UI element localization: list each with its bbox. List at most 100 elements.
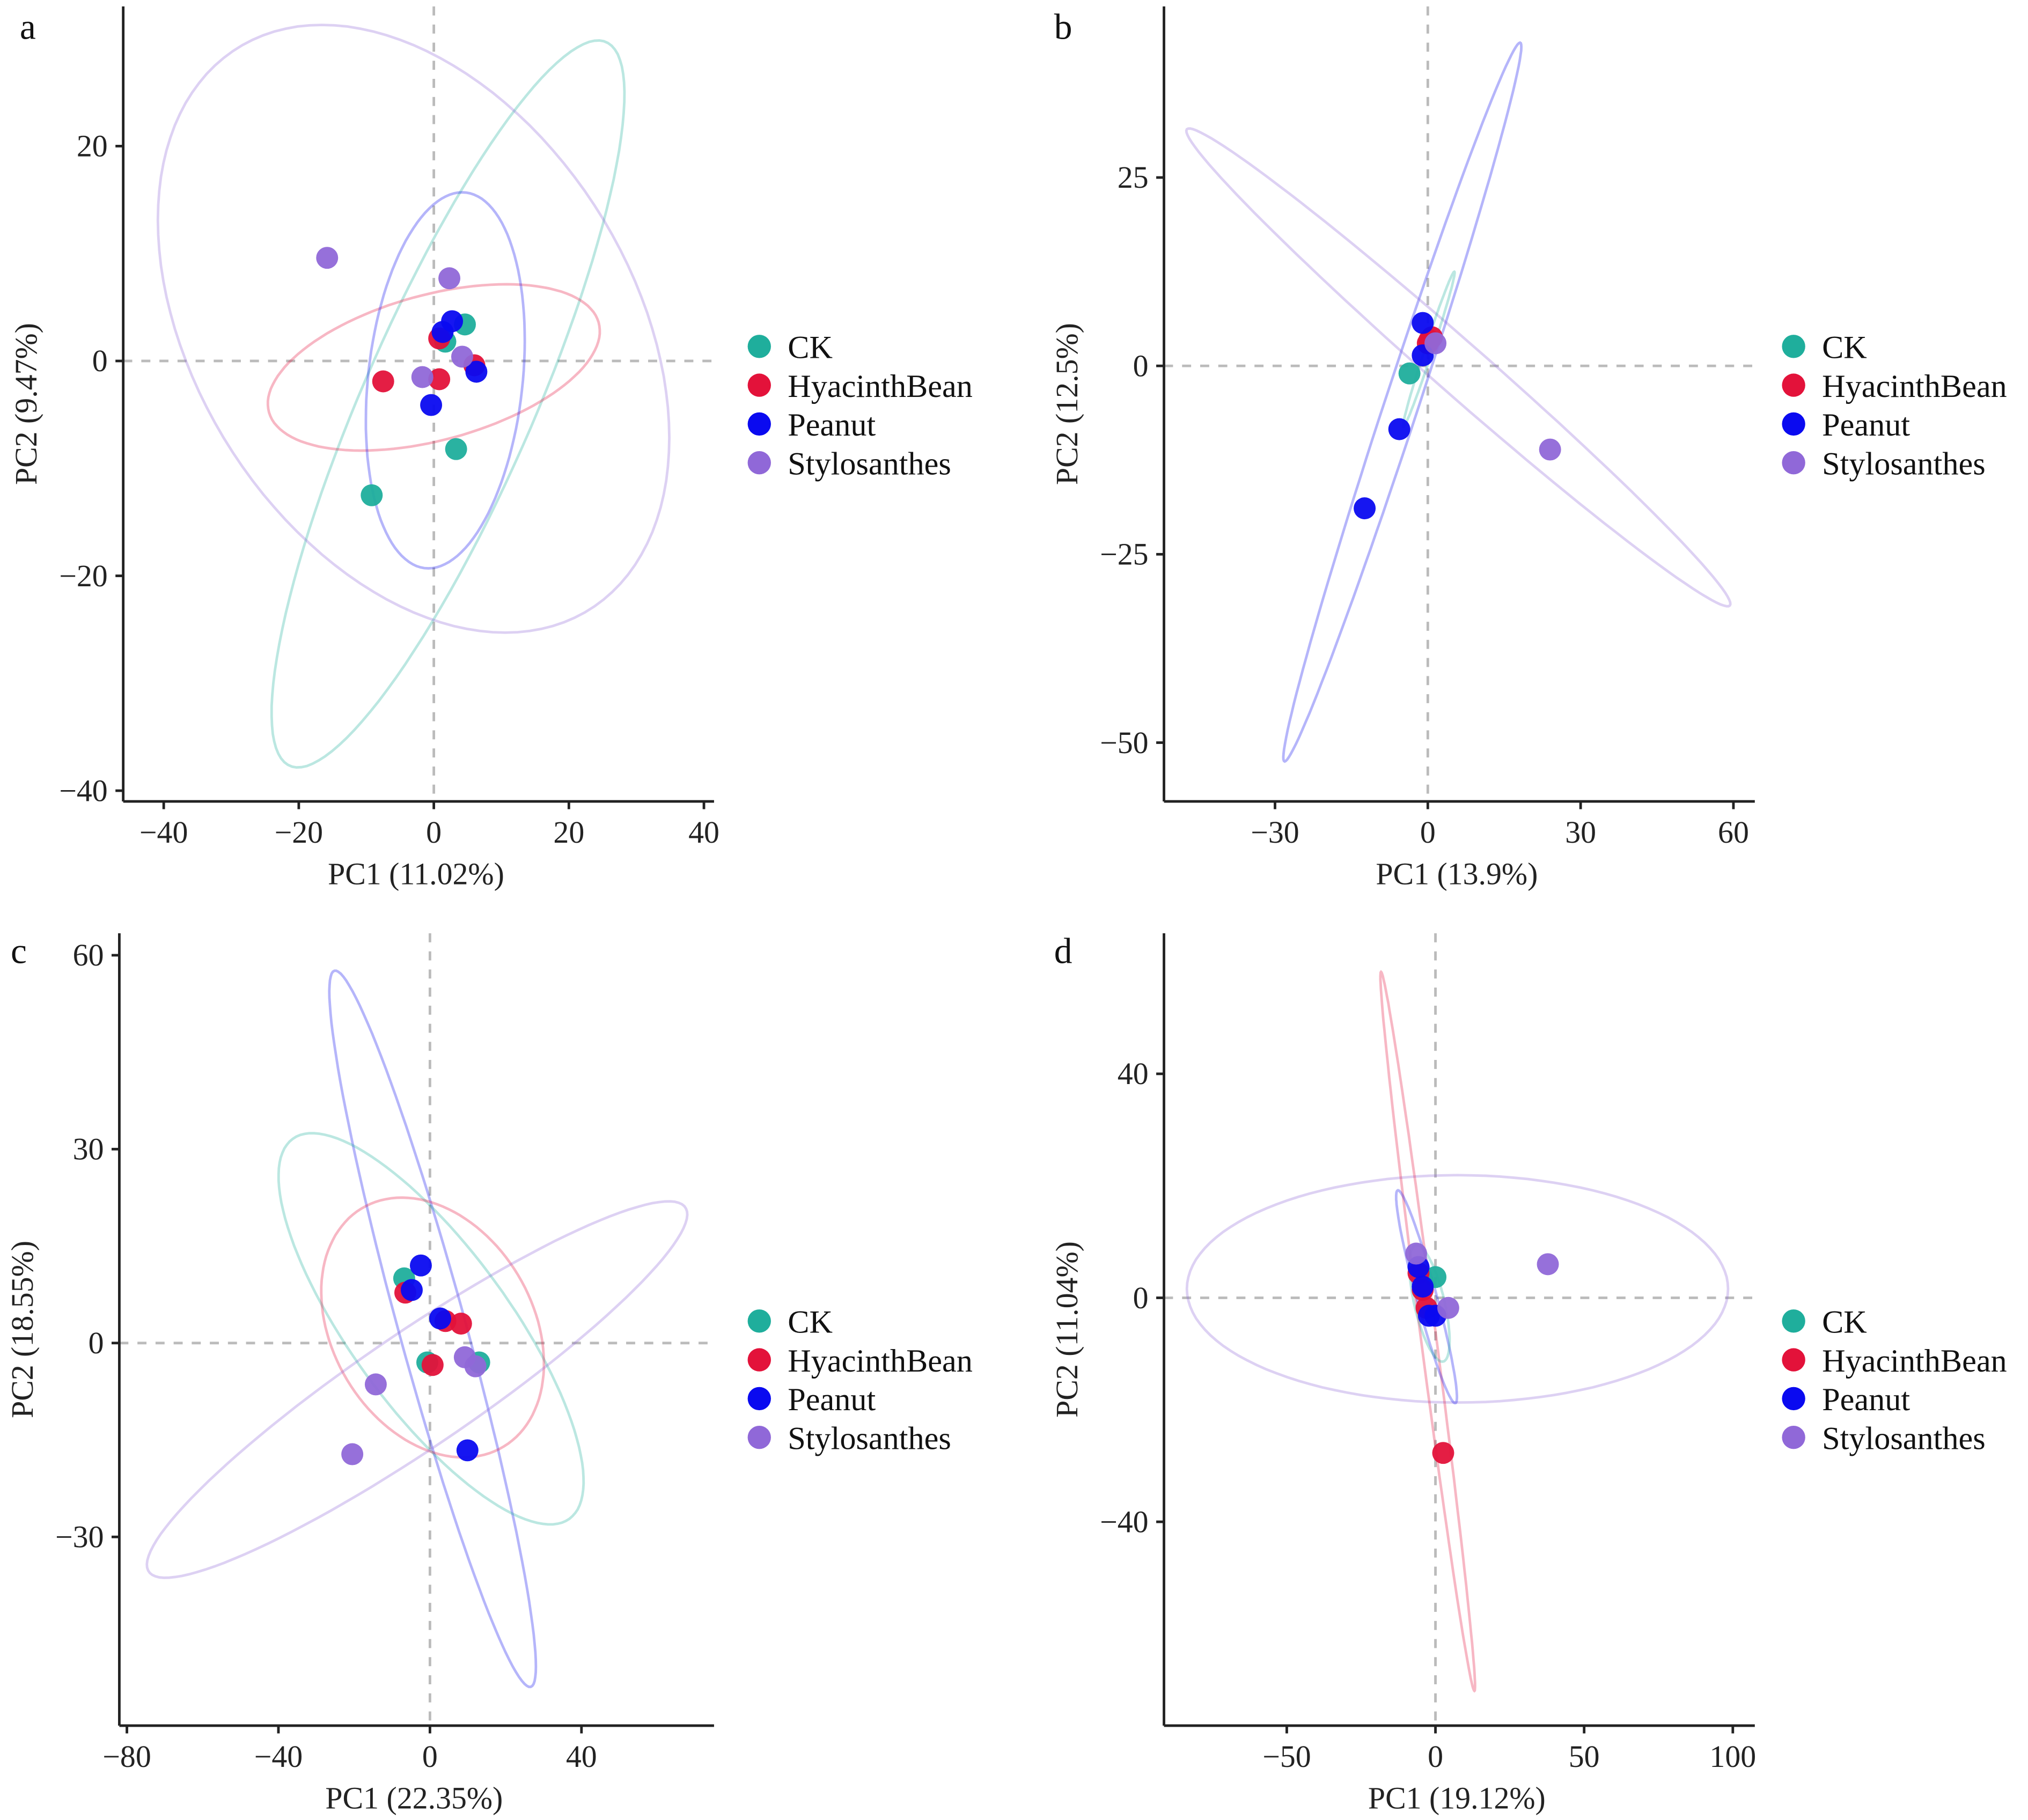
confidence-ellipse-Peanut (328, 969, 538, 1689)
x-tick-label: 60 (1718, 815, 1749, 850)
y-tick-label: −50 (1100, 725, 1148, 760)
data-point-CK (445, 438, 467, 460)
data-point-Stylosanthes (1437, 1296, 1459, 1319)
legend-label-Stylosanthes: Stylosanthes (788, 446, 951, 482)
data-point-Peanut (409, 1254, 432, 1277)
y-tick-label: −30 (55, 1520, 104, 1554)
data-point-CK (361, 484, 383, 506)
legend-marker-Peanut (747, 1387, 771, 1411)
panel-a: a −40 −20 0 20 40 20 0 −20 −40 PC1 (11.02%) PC2 (9.… (9, 6, 973, 891)
x-tick-label: 0 (1428, 1739, 1443, 1774)
panel-d: d −50 0 50 100 40 0 −40 PC1 (19.12%) PC2 (11.04%)… (1049, 931, 2007, 1815)
data-point-Stylosanthes (1537, 1253, 1559, 1276)
panel-c: c −80 −40 0 40 60 30 0 −30 PC1 (22.35%) PC2 (18.55… (5, 931, 973, 1815)
data-point-Stylosanthes (1405, 1242, 1428, 1265)
x-tick-label: −20 (275, 815, 323, 850)
data-point-Peanut (401, 1279, 423, 1301)
x-axis-label: PC1 (19.12%) (1368, 1780, 1546, 1815)
data-point-HyacinthBean (428, 368, 451, 390)
legend-marker-Stylosanthes (1782, 451, 1805, 475)
x-tick-label: 0 (426, 815, 442, 850)
x-tick-label: 40 (688, 815, 719, 850)
legend-marker-Peanut (1782, 412, 1805, 436)
data-point-Peanut (1412, 312, 1434, 334)
x-tick-label: 40 (566, 1739, 597, 1774)
confidence-ellipse-Peanut (364, 191, 526, 570)
data-point-Stylosanthes (411, 366, 433, 388)
legend-marker-HyacinthBean (1782, 1348, 1805, 1372)
y-tick-label: 0 (89, 1325, 104, 1360)
confidence-ellipse-CK (277, 1132, 585, 1526)
x-tick-label: −40 (254, 1739, 303, 1774)
x-tick-label: 30 (1565, 815, 1596, 850)
y-tick-label: 0 (1133, 1280, 1149, 1315)
y-tick-label: 0 (92, 343, 108, 378)
confidence-ellipse-Stylosanthes (1185, 127, 1732, 608)
legend-label-Peanut: Peanut (788, 407, 876, 443)
y-axis-label: PC2 (12.5%) (1049, 323, 1084, 485)
panel-label: c (11, 931, 27, 971)
confidence-ellipse-HyacinthBean (266, 283, 601, 452)
x-axis-label: PC1 (22.35%) (325, 1780, 503, 1815)
x-tick-label: 0 (422, 1739, 438, 1774)
confidence-ellipse-CK (270, 39, 626, 769)
legend-marker-Peanut (1782, 1387, 1805, 1411)
legend-marker-CK (1782, 1309, 1805, 1333)
data-point-CK (1398, 362, 1421, 385)
y-axis-label: PC2 (11.04%) (1049, 1241, 1084, 1418)
confidence-ellipse-HyacinthBean (320, 1196, 546, 1459)
x-axis-label: PC1 (13.9%) (1376, 856, 1538, 891)
data-point-Peanut (429, 1307, 451, 1330)
y-tick-label: 40 (1118, 1056, 1149, 1091)
legend-label-CK: CK (1822, 1305, 1867, 1340)
confidence-ellipse-Peanut (1282, 41, 1523, 763)
data-point-Peanut (1354, 497, 1376, 520)
data-point-Stylosanthes (316, 247, 339, 269)
legend-marker-HyacinthBean (1782, 373, 1805, 397)
data-point-Stylosanthes (451, 345, 473, 368)
data-point-Stylosanthes (1424, 332, 1447, 355)
legend-marker-CK (747, 335, 771, 358)
data-point-Stylosanthes (464, 1355, 487, 1377)
legend-label-CK: CK (788, 1305, 833, 1340)
data-point-Peanut (1388, 418, 1410, 440)
legend-label-HyacinthBean: HyacinthBean (1822, 1343, 2007, 1379)
legend-marker-CK (747, 1309, 771, 1333)
legend-marker-HyacinthBean (747, 1348, 771, 1372)
y-axis-label: PC2 (9.47%) (9, 323, 43, 485)
y-tick-label: −40 (59, 773, 107, 808)
x-tick-label: −50 (1262, 1739, 1311, 1774)
legend-marker-HyacinthBean (747, 373, 771, 397)
legend-label-Stylosanthes: Stylosanthes (788, 1420, 951, 1456)
x-tick-label: −30 (1251, 815, 1299, 850)
x-tick-label: 50 (1569, 1739, 1600, 1774)
confidence-ellipse-HyacinthBean (1379, 970, 1476, 1693)
data-point-HyacinthBean (421, 1354, 444, 1376)
y-tick-label: 20 (77, 129, 108, 164)
x-tick-label: 100 (1709, 1739, 1756, 1774)
legend-marker-Stylosanthes (1782, 1426, 1805, 1449)
confidence-ellipse-Stylosanthes (1185, 1174, 1730, 1404)
confidence-ellipse-Stylosanthes (145, 1200, 689, 1579)
panel-label: b (1054, 6, 1072, 47)
confidence-ellipse-Peanut (1394, 1189, 1459, 1405)
data-point-Stylosanthes (341, 1443, 364, 1465)
y-tick-label: −25 (1100, 537, 1148, 572)
legend-label-HyacinthBean: HyacinthBean (1822, 369, 2007, 404)
panel-b: b −30 0 30 60 25 0 −25 −50 PC1 (13.9%) PC2 (12.5%)… (1049, 6, 2007, 891)
x-tick-label: 0 (1420, 815, 1436, 850)
legend-label-Peanut: Peanut (788, 1382, 876, 1418)
data-point-HyacinthBean (450, 1313, 472, 1335)
legend-label-HyacinthBean: HyacinthBean (788, 1343, 973, 1379)
data-point-Peanut (1412, 1276, 1434, 1298)
x-tick-label: −40 (139, 815, 188, 850)
legend-label-Peanut: Peanut (1822, 407, 1910, 443)
x-axis-label: PC1 (11.02%) (328, 856, 504, 891)
y-tick-label: 25 (1118, 160, 1149, 195)
legend-label-HyacinthBean: HyacinthBean (788, 369, 973, 404)
y-tick-label: −20 (59, 558, 107, 593)
